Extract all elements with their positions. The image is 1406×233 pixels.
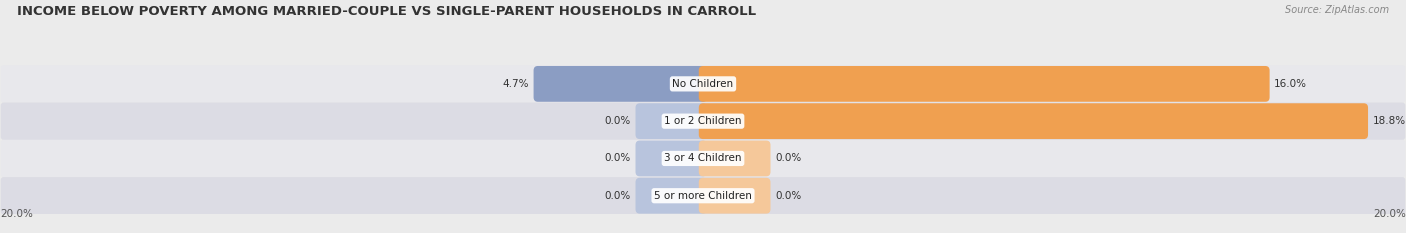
Text: 0.0%: 0.0% (605, 154, 631, 163)
Text: 20.0%: 20.0% (1374, 209, 1406, 219)
FancyBboxPatch shape (1, 65, 1406, 103)
Text: Source: ZipAtlas.com: Source: ZipAtlas.com (1285, 5, 1389, 15)
FancyBboxPatch shape (699, 66, 1270, 102)
FancyBboxPatch shape (636, 178, 707, 214)
FancyBboxPatch shape (699, 178, 770, 214)
FancyBboxPatch shape (1, 103, 1406, 140)
Text: 1 or 2 Children: 1 or 2 Children (664, 116, 742, 126)
Text: 0.0%: 0.0% (775, 154, 801, 163)
FancyBboxPatch shape (1, 140, 1406, 177)
Text: 3 or 4 Children: 3 or 4 Children (664, 154, 742, 163)
Text: 16.0%: 16.0% (1274, 79, 1308, 89)
Text: 4.7%: 4.7% (502, 79, 529, 89)
Text: No Children: No Children (672, 79, 734, 89)
FancyBboxPatch shape (636, 140, 707, 176)
Text: 5 or more Children: 5 or more Children (654, 191, 752, 201)
FancyBboxPatch shape (699, 140, 770, 176)
FancyBboxPatch shape (534, 66, 707, 102)
Text: 0.0%: 0.0% (775, 191, 801, 201)
FancyBboxPatch shape (699, 103, 1368, 139)
Text: 0.0%: 0.0% (605, 191, 631, 201)
FancyBboxPatch shape (1, 177, 1406, 214)
Text: INCOME BELOW POVERTY AMONG MARRIED-COUPLE VS SINGLE-PARENT HOUSEHOLDS IN CARROLL: INCOME BELOW POVERTY AMONG MARRIED-COUPL… (17, 5, 756, 18)
Text: 20.0%: 20.0% (0, 209, 32, 219)
FancyBboxPatch shape (636, 103, 707, 139)
Text: 0.0%: 0.0% (605, 116, 631, 126)
Text: 18.8%: 18.8% (1372, 116, 1406, 126)
